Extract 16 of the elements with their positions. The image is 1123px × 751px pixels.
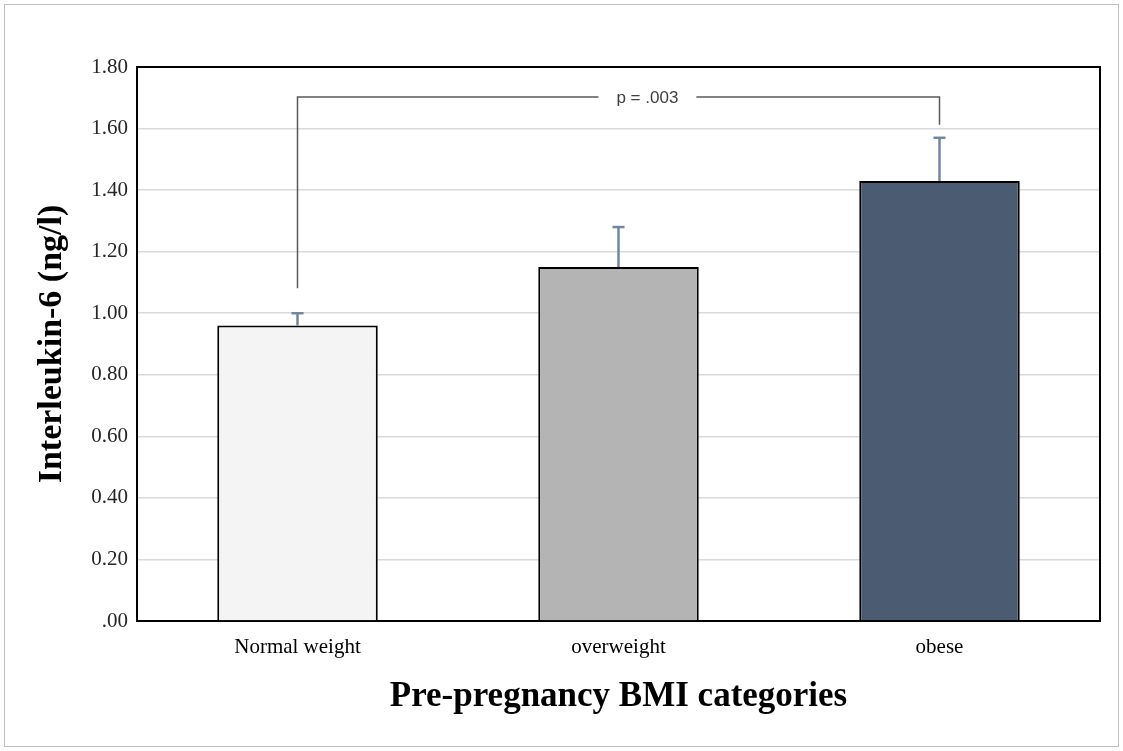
y-tick-label: 0.80 — [91, 361, 128, 386]
y-tick-label: 1.20 — [91, 238, 128, 263]
x-tick-label: obese — [915, 634, 964, 659]
y-tick-label: 0.40 — [91, 484, 128, 509]
y-tick-label: 1.00 — [91, 299, 128, 324]
y-tick-label: 0.20 — [91, 545, 128, 570]
y-tick-label: 0.60 — [91, 422, 128, 447]
y-tick-label: 1.80 — [91, 53, 128, 78]
annotation: p = .003 — [616, 88, 679, 107]
x-tick-label: overweight — [571, 634, 666, 659]
y-axis-title: Interleukin-6 (ng/l) — [31, 204, 70, 484]
y-tick-label: 1.60 — [91, 115, 128, 140]
x-tick-label: Normal weight — [234, 634, 361, 659]
y-tick-label: 1.40 — [91, 176, 128, 201]
x-axis-title: Pre-pregnancy BMI categories — [389, 675, 848, 715]
y-tick-label: .00 — [101, 607, 128, 632]
